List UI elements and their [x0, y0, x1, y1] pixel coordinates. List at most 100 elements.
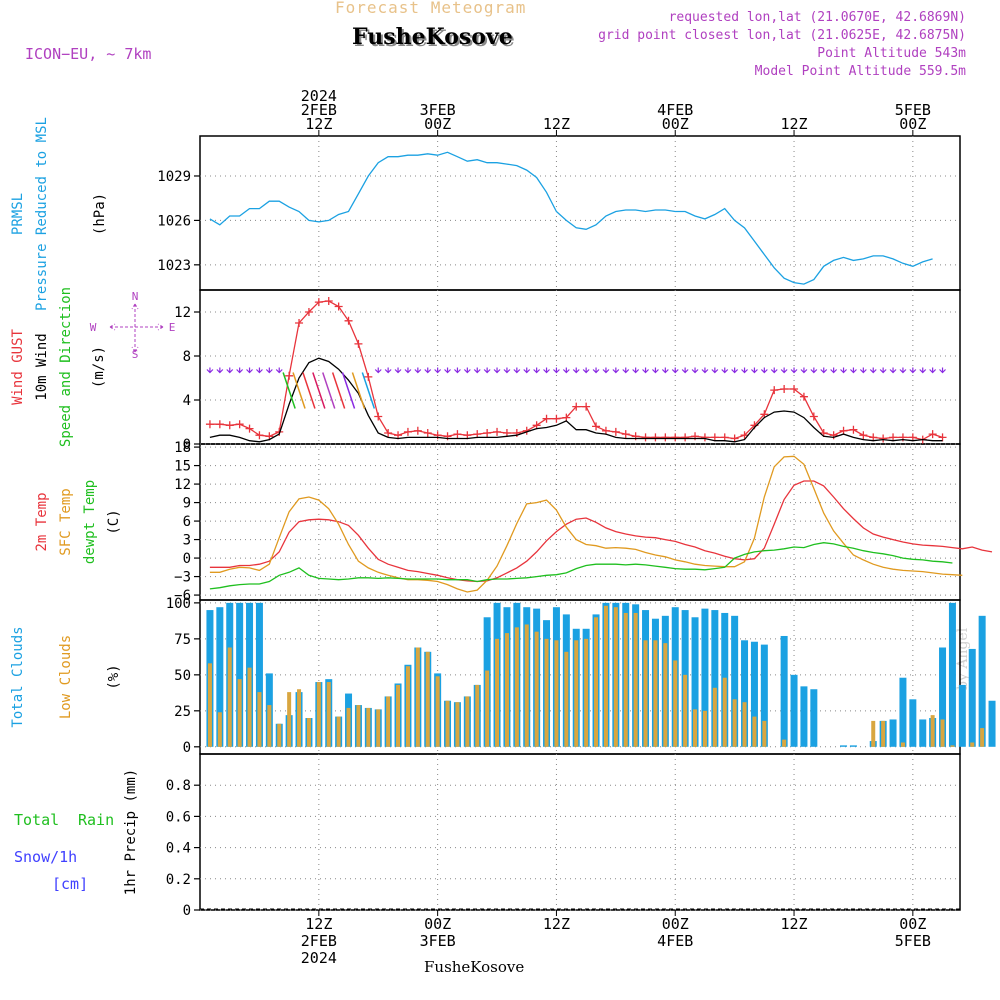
wind-direction-arrow: [612, 367, 620, 374]
precipitation-frame: [199, 753, 961, 911]
low-cloud-bar: [544, 638, 549, 747]
y-tick-label: 12: [174, 305, 191, 321]
temp-axis-label: SFC Temp: [58, 488, 74, 555]
wind-direction-arrow: [236, 367, 244, 374]
wind-gust-point: [700, 433, 709, 442]
chart-title: Forecast Meteogram: [335, 0, 527, 17]
low-cloud-bar: [396, 684, 401, 747]
wind-direction-arrow: [572, 367, 580, 374]
low-cloud-bar: [455, 702, 460, 747]
total-cloud-bar: [236, 602, 244, 747]
low-cloud-bar: [207, 663, 212, 747]
wind-gust-point: [215, 420, 224, 429]
low-cloud-bar: [247, 667, 252, 747]
total-cloud-bar: [948, 602, 956, 747]
top-time-label: 12Z: [780, 115, 807, 133]
cloud-axis-label: Total Clouds: [10, 626, 26, 727]
wind-strong-arrow: [351, 372, 366, 409]
wind-gust-point: [790, 385, 799, 393]
low-cloud-bar: [485, 670, 490, 747]
wind-axis-label: (m/s): [91, 346, 107, 388]
low-cloud-bar: [514, 627, 519, 747]
low-cloud-bar: [970, 742, 975, 747]
compass-north-label: N: [132, 290, 139, 303]
wind-direction-arrow: [869, 367, 877, 374]
wind-gust-point: [314, 298, 323, 307]
wind-gust-point: [364, 372, 373, 381]
wind-direction-arrow: [760, 367, 768, 374]
bottom-time-label: 4FEB: [657, 932, 693, 950]
low-cloud-bar: [227, 647, 232, 747]
low-cloud-bar: [762, 720, 767, 747]
wind-gust-point: [344, 316, 353, 325]
low-cloud-bar: [940, 719, 945, 747]
wind-direction-arrow: [226, 367, 234, 374]
wind-direction-arrow: [404, 367, 412, 374]
wind-direction-arrow: [741, 367, 748, 374]
temperature-series-line: [209, 542, 953, 590]
total-cloud-bar: [216, 607, 224, 747]
total-cloud-bar: [899, 677, 907, 747]
total-cloud-bar: [889, 719, 897, 747]
top-time-label: 00Z: [899, 115, 926, 133]
pressure-frame: [199, 135, 961, 291]
y-tick-label: 12: [174, 477, 191, 493]
wind-direction-arrow: [661, 367, 669, 374]
temp-axis-label: 2m Temp: [34, 492, 50, 551]
low-cloud-bar: [316, 682, 321, 747]
point-altitude: Point Altitude 543m: [817, 46, 966, 61]
low-cloud-bar: [554, 640, 559, 747]
temperature-series-line: [209, 480, 993, 583]
wind-direction-arrow: [810, 367, 818, 374]
wind-gust-point: [255, 431, 264, 440]
wind-strong-arrow: [302, 372, 316, 409]
wind-gust-point: [493, 427, 502, 436]
wind-direction-arrow: [602, 367, 610, 374]
low-cloud-bar: [336, 716, 341, 747]
bottom-time-label: 12Z: [780, 915, 807, 933]
compass-east-label: E: [169, 321, 176, 334]
wind-gust-point: [413, 426, 422, 435]
wind-gust-point: [641, 433, 650, 442]
wind-strong-arrow: [292, 372, 306, 409]
wind-direction-arrow: [394, 367, 402, 374]
wind-gust-point: [403, 427, 412, 436]
y-tick-label: 0: [183, 437, 191, 453]
y-tick-label: 4: [183, 393, 191, 409]
wind-gust-point: [324, 297, 333, 305]
y-tick-label: −3: [174, 570, 191, 586]
y-tick-label: 0.8: [166, 778, 191, 794]
wind-direction-arrow: [909, 367, 917, 374]
wind-gust-point: [572, 402, 581, 411]
wind-direction-arrow: [840, 367, 847, 374]
total-cloud-bar: [780, 635, 788, 747]
top-time-label: 12Z: [305, 115, 332, 133]
low-cloud-bar: [742, 702, 747, 747]
wind-direction-arrow: [681, 367, 689, 374]
low-cloud-bar: [306, 718, 311, 747]
wind-strong-arrow: [341, 372, 356, 409]
y-tick-label: 1023: [157, 258, 191, 274]
wind-strong-arrow: [312, 372, 326, 409]
wind-direction-arrow: [424, 367, 432, 374]
wind-direction-arrow: [780, 367, 788, 374]
legend-rain-label: Rain: [78, 811, 114, 829]
wind-axis-label: Speed and Direction: [58, 287, 74, 447]
pressure-axis-label: (hPa): [92, 193, 108, 235]
total-cloud-bar: [849, 745, 857, 747]
wind-axis-label: Wind GUST: [10, 329, 26, 405]
wind-direction-arrow: [622, 367, 630, 374]
total-cloud-bar: [840, 745, 848, 747]
wind-gust-point: [374, 412, 383, 421]
low-cloud-bar: [574, 640, 579, 747]
y-tick-label: 15: [174, 459, 191, 475]
low-cloud-bar: [752, 716, 757, 747]
top-time-label: 12Z: [543, 115, 570, 133]
wind-direction-arrow: [642, 367, 649, 374]
temperature-series-line: [209, 455, 963, 593]
wind-strong-arrow: [331, 372, 346, 409]
y-tick-label: 8: [183, 349, 191, 365]
wind-gust-point: [681, 433, 690, 442]
wind-direction-arrow: [859, 367, 867, 374]
